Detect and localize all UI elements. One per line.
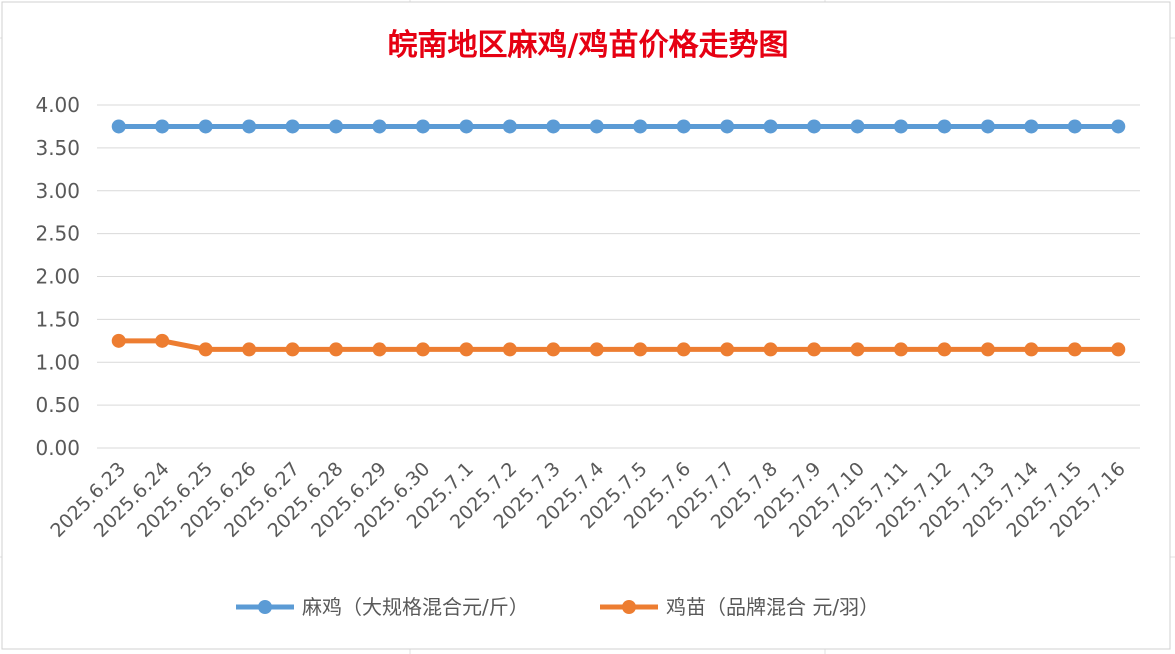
data-point xyxy=(502,119,517,134)
data-point xyxy=(850,342,865,357)
data-point xyxy=(198,342,213,357)
y-tick-label: 1.50 xyxy=(35,307,80,331)
data-point xyxy=(1111,119,1126,134)
y-tick-label: 2.50 xyxy=(35,222,80,246)
data-point xyxy=(502,342,517,357)
data-point xyxy=(893,342,908,357)
y-tick-label: 2.00 xyxy=(35,265,80,289)
data-point xyxy=(459,342,474,357)
legend: 麻鸡（大规格混合元/斤） 鸡苗（品牌混合 元/羽） xyxy=(236,595,879,619)
data-point xyxy=(980,119,995,134)
legend-label: 麻鸡（大规格混合元/斤） xyxy=(302,595,529,619)
y-tick-label: 0.00 xyxy=(35,436,80,460)
data-point xyxy=(1067,342,1082,357)
legend-item-2: 鸡苗（品牌混合 元/羽） xyxy=(600,595,879,619)
data-point xyxy=(763,119,778,134)
data-point xyxy=(893,119,908,134)
data-point xyxy=(720,119,735,134)
data-point xyxy=(807,342,822,357)
data-point xyxy=(676,342,691,357)
legend-item-1: 麻鸡（大规格混合元/斤） xyxy=(236,595,529,619)
data-point xyxy=(329,342,344,357)
data-point xyxy=(242,119,257,134)
data-point xyxy=(415,119,430,134)
data-point xyxy=(242,342,257,357)
data-point xyxy=(589,342,604,357)
data-point xyxy=(633,342,648,357)
data-point xyxy=(372,119,387,134)
y-tick-label: 4.00 xyxy=(35,93,80,117)
series-2 xyxy=(111,333,1126,357)
series-1 xyxy=(111,119,1126,134)
y-tick-label: 3.00 xyxy=(35,179,80,203)
data-point xyxy=(329,119,344,134)
chart-title: 皖南地区麻鸡/鸡苗价格走势图 xyxy=(388,28,789,63)
plot-gridlines xyxy=(97,104,1140,449)
data-point xyxy=(111,119,126,134)
data-point xyxy=(111,333,126,348)
data-point xyxy=(285,342,300,357)
data-point xyxy=(155,333,170,348)
data-point xyxy=(589,119,604,134)
series-layer xyxy=(111,119,1126,357)
data-point xyxy=(1067,119,1082,134)
data-point xyxy=(937,119,952,134)
data-point xyxy=(763,342,778,357)
data-point xyxy=(198,119,213,134)
data-point xyxy=(1111,342,1126,357)
data-point xyxy=(937,342,952,357)
data-point xyxy=(720,342,735,357)
legend-marker xyxy=(622,600,636,614)
series-line xyxy=(118,338,1119,352)
data-point xyxy=(980,342,995,357)
data-point xyxy=(285,119,300,134)
data-point xyxy=(676,119,691,134)
data-point xyxy=(633,119,648,134)
y-axis-tick-labels: 0.00 0.50 1.00 1.50 2.00 2.50 3.00 3.50 4.00 xyxy=(35,93,80,460)
data-point xyxy=(546,342,561,357)
data-point xyxy=(155,119,170,134)
data-point xyxy=(546,119,561,134)
data-point xyxy=(1024,119,1039,134)
y-tick-label: 3.50 xyxy=(35,136,80,160)
data-point xyxy=(807,119,822,134)
data-point xyxy=(459,119,474,134)
legend-label: 鸡苗（品牌混合 元/羽） xyxy=(666,595,879,619)
legend-marker xyxy=(258,600,272,614)
data-point xyxy=(1024,342,1039,357)
data-point xyxy=(850,119,865,134)
data-point xyxy=(372,342,387,357)
y-tick-label: 0.50 xyxy=(35,393,80,417)
y-tick-label: 1.00 xyxy=(35,350,80,374)
data-point xyxy=(415,342,430,357)
